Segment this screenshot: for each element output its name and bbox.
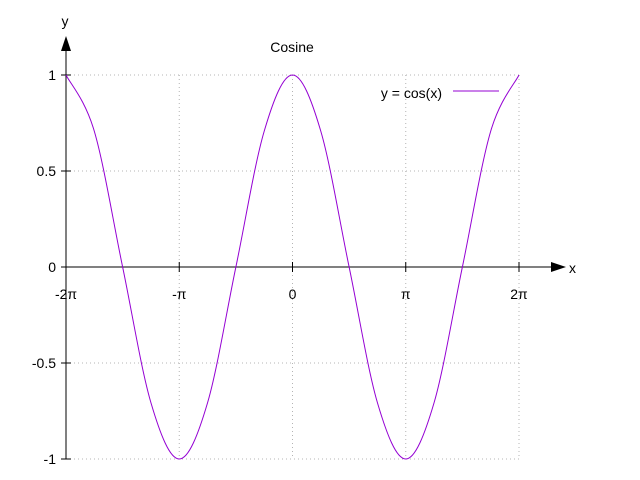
y-tick-label: 0 [48,259,56,275]
y-axis-arrow [61,36,71,51]
x-axis-label: x [569,260,576,276]
data-point [65,74,66,75]
data-point [462,266,463,267]
x-tick-label: -2π [55,286,77,302]
data-point [179,458,180,459]
data-point [320,131,321,132]
x-tick-label: -π [172,286,187,302]
data-point [94,131,95,132]
data-point [292,74,293,75]
axes [61,36,566,459]
data-point [490,131,491,132]
series-line-cos [65,74,520,460]
data-point [433,402,434,403]
x-tick-label: 0 [289,286,297,302]
data-point [264,131,265,132]
y-tick-label: 1 [48,67,56,83]
data-point [405,458,406,459]
data-point [150,402,151,403]
series-group [65,74,520,460]
y-tick-label: -1 [44,451,57,467]
y-tick-label: -0.5 [32,355,56,371]
data-point [377,402,378,403]
x-tick-label: π [401,286,411,302]
y-axis-label: y [62,13,69,29]
data-point [122,266,123,267]
data-point [518,74,519,75]
data-point [207,402,208,403]
x-axis-arrow [551,262,566,272]
legend-label: y = cos(x) [381,85,442,101]
data-point [349,266,350,267]
y-tick-label: 0.5 [37,163,57,179]
x-tick-label: 2π [510,286,528,302]
chart-title: Cosine [270,39,314,55]
legend: y = cos(x) [381,85,499,101]
data-point [235,266,236,267]
ticks: -2π -π 0 π 2π 1 0.5 0 -0.5 -1 [32,67,528,467]
